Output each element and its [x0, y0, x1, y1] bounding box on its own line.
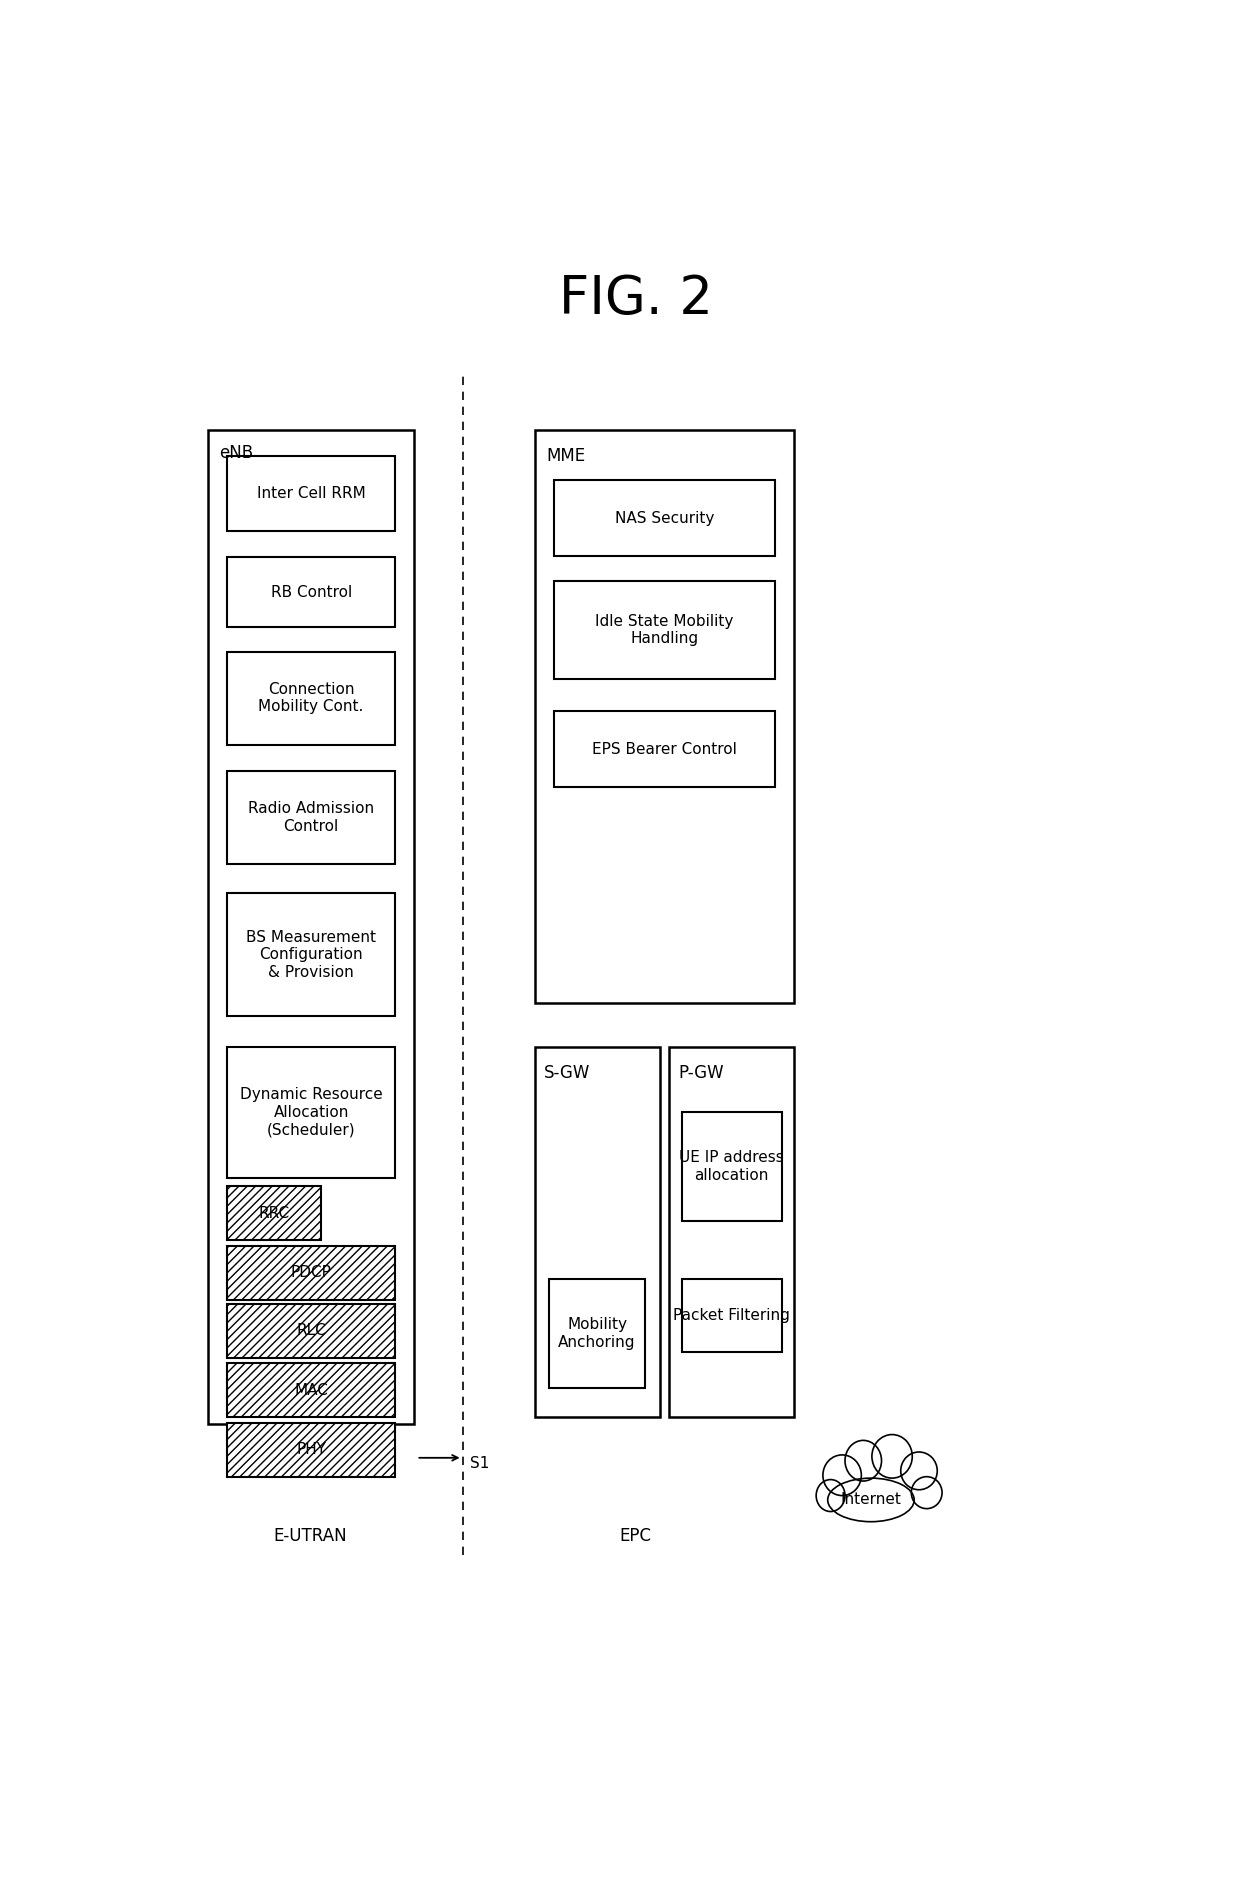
Bar	[227, 1422, 396, 1477]
Bar	[227, 1303, 396, 1358]
Bar	[227, 558, 396, 628]
Bar	[670, 1047, 794, 1416]
Ellipse shape	[828, 1479, 914, 1522]
Bar	[682, 1113, 781, 1220]
Bar	[534, 1047, 660, 1416]
Text: EPS Bearer Control: EPS Bearer Control	[591, 741, 737, 756]
Ellipse shape	[872, 1435, 913, 1479]
Text: UE IP address
allocation: UE IP address allocation	[680, 1150, 784, 1183]
Text: P-GW: P-GW	[678, 1064, 724, 1083]
Text: MME: MME	[546, 447, 585, 466]
Text: PDCP: PDCP	[290, 1266, 331, 1281]
Text: Packet Filtering: Packet Filtering	[673, 1309, 790, 1322]
Text: Idle State Mobility
Handling: Idle State Mobility Handling	[595, 613, 734, 647]
Bar	[227, 456, 396, 532]
Text: PHY: PHY	[296, 1443, 326, 1458]
Text: Radio Admission
Control: Radio Admission Control	[248, 802, 374, 834]
Text: Inter Cell RRM: Inter Cell RRM	[257, 487, 366, 502]
Text: eNB: eNB	[219, 443, 253, 462]
Bar	[227, 892, 396, 1017]
Text: MAC: MAC	[294, 1382, 329, 1398]
Bar	[682, 1279, 781, 1352]
Bar	[554, 711, 775, 786]
Text: BS Measurement
Configuration
& Provision: BS Measurement Configuration & Provision	[247, 930, 376, 979]
Text: NAS Security: NAS Security	[615, 511, 714, 526]
Bar	[227, 771, 396, 864]
Text: Mobility
Anchoring: Mobility Anchoring	[558, 1318, 636, 1350]
Bar	[227, 1364, 396, 1416]
Text: Dynamic Resource
Allocation
(Scheduler): Dynamic Resource Allocation (Scheduler)	[239, 1086, 382, 1137]
Ellipse shape	[900, 1452, 937, 1490]
Bar	[534, 430, 794, 1003]
Text: Internet: Internet	[841, 1492, 901, 1507]
Ellipse shape	[911, 1477, 942, 1509]
Bar	[554, 581, 775, 679]
Bar	[227, 1186, 321, 1239]
Bar	[227, 653, 396, 745]
Text: RLC: RLC	[296, 1324, 326, 1339]
Bar	[549, 1279, 645, 1388]
Text: FIG. 2: FIG. 2	[558, 273, 713, 324]
Text: Connection
Mobility Cont.: Connection Mobility Cont.	[258, 683, 363, 715]
Ellipse shape	[823, 1454, 862, 1496]
Text: S-GW: S-GW	[544, 1064, 590, 1083]
Ellipse shape	[816, 1481, 844, 1511]
Bar	[227, 1247, 396, 1299]
Ellipse shape	[844, 1441, 882, 1481]
Bar	[227, 1047, 396, 1177]
Bar	[208, 430, 414, 1424]
Text: EPC: EPC	[620, 1528, 651, 1545]
Text: RRC: RRC	[259, 1205, 290, 1220]
Text: E-UTRAN: E-UTRAN	[274, 1528, 347, 1545]
Text: S1: S1	[470, 1456, 490, 1471]
Bar	[554, 481, 775, 556]
Text: RB Control: RB Control	[270, 585, 352, 600]
